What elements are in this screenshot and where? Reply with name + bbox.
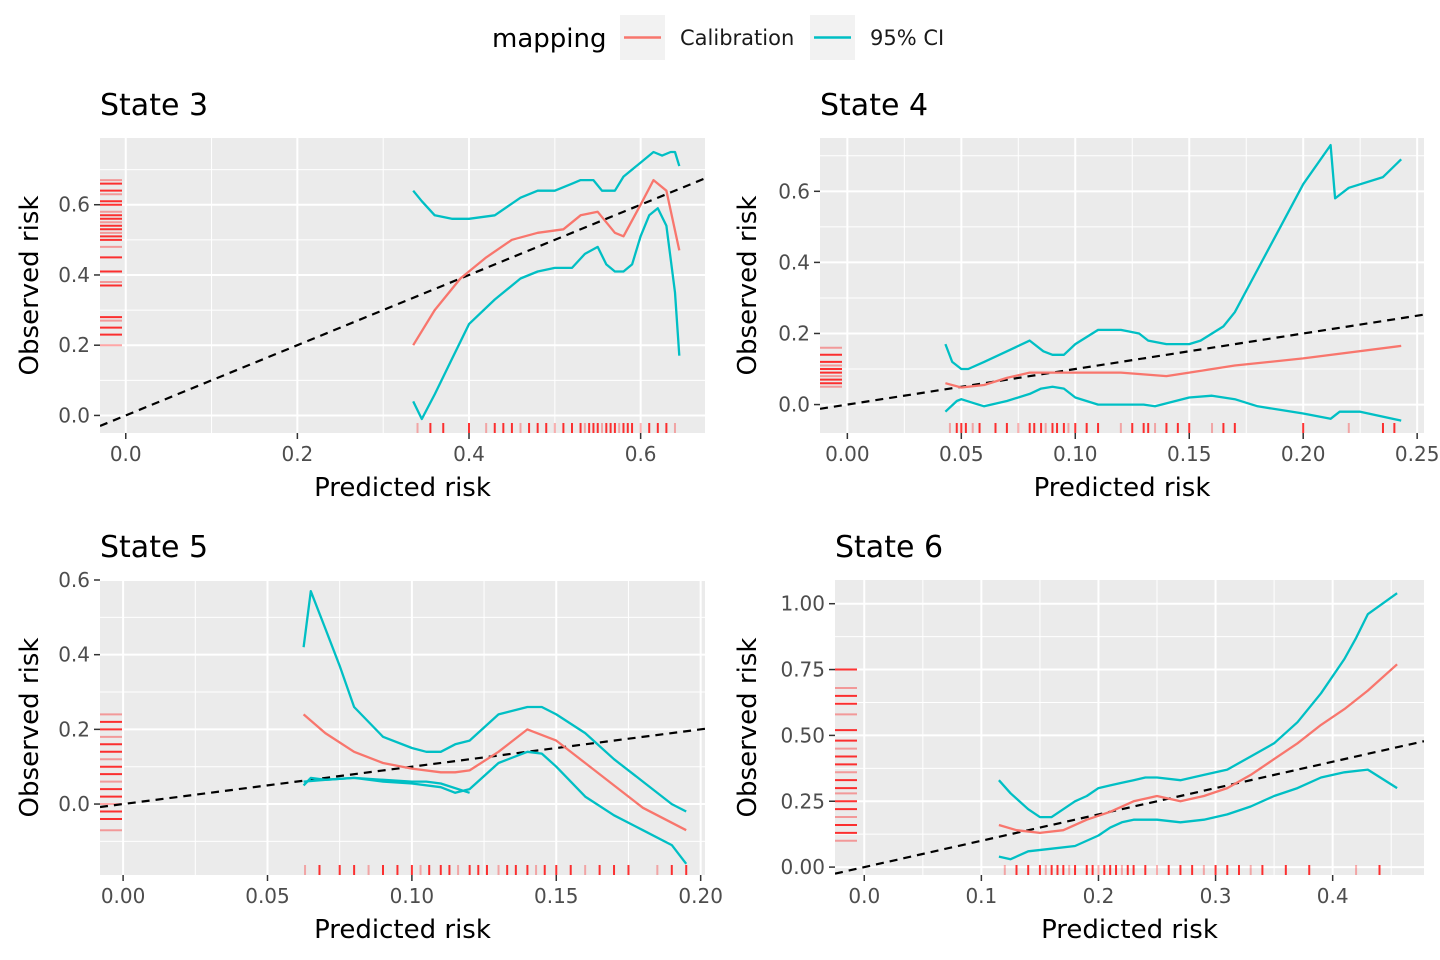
y-tick-label: 0.00 — [780, 855, 825, 879]
reference-line — [100, 177, 705, 427]
x-tick-label: 0.3 — [1200, 884, 1232, 908]
y-axis-title: Observed risk — [733, 196, 763, 376]
ci-line-1 — [998, 592, 1398, 819]
y-tick-label: 0.75 — [780, 658, 825, 682]
ci-line-1 — [412, 150, 681, 220]
ci-line-2 — [998, 768, 1398, 861]
y-tick-label: 0.25 — [780, 789, 825, 813]
facet-panels: 0.0 0.2 0.4 0.6 0.0 0.2 0.4 0.6 State 3 Predicted… — [15, 88, 1439, 945]
x-tick-label: 0.6 — [625, 442, 657, 466]
facet-panel-3: 0.00 0.05 0.10 0.15 0.20 0.0 0.2 0.4 0.6 State 5 P… — [15, 530, 723, 945]
calibration-line — [412, 178, 681, 346]
reference-line — [835, 740, 1424, 875]
ci-line-1 — [944, 143, 1403, 371]
x-tick-label: 0.0 — [110, 442, 142, 466]
legend: mapping Calibration 95% CI — [492, 15, 944, 60]
reference-line — [820, 313, 1424, 410]
x-tick-label: 0.20 — [678, 884, 723, 908]
y-tick-label: 0.2 — [58, 333, 90, 357]
x-tick-label: 0.0 — [848, 884, 880, 908]
y-tick-label: 1.00 — [780, 592, 825, 616]
plot-area — [820, 143, 1424, 433]
ci-line-2 — [944, 385, 1402, 422]
y-tick-label: 0.4 — [778, 250, 810, 274]
y-tick-label: 0.0 — [58, 792, 90, 816]
facet-panel-2: 0.00 0.05 0.10 0.15 0.20 0.25 0.0 0.2 0.4 0.6 Stat… — [733, 88, 1439, 503]
facet-panel-4: 0.0 0.1 0.2 0.3 0.4 0.00 0.25 0.50 0.75 1.00 State… — [733, 530, 1424, 945]
x-tick-label: 0.25 — [1395, 442, 1440, 466]
y-axis-title: Observed risk — [733, 638, 763, 818]
plot-area — [835, 592, 1424, 875]
calibration-line — [302, 713, 687, 832]
y-tick-label: 0.4 — [58, 643, 90, 667]
facet-panel-1: 0.0 0.2 0.4 0.6 0.0 0.2 0.4 0.6 State 3 Predicted… — [15, 88, 705, 503]
panel-background — [835, 580, 1424, 875]
x-tick-label: 0.20 — [1281, 442, 1326, 466]
x-tick-label: 0.00 — [101, 884, 146, 908]
x-axis-title: Predicted risk — [1041, 915, 1218, 945]
ci-line-3 — [303, 776, 470, 794]
y-axis-title: Observed risk — [15, 196, 45, 376]
y-tick-label: 0.6 — [58, 193, 90, 217]
panel-background — [100, 138, 705, 433]
x-axis-title: Predicted risk — [314, 915, 491, 945]
x-tick-label: 0.1 — [965, 884, 997, 908]
gridlines — [835, 580, 1424, 875]
y-tick-label: 0.2 — [778, 321, 810, 345]
x-tick-label: 0.15 — [534, 884, 579, 908]
panel-title: State 5 — [100, 530, 208, 565]
rug-y — [820, 346, 842, 388]
panel-background — [100, 580, 705, 875]
y-axis-title: Observed risk — [15, 638, 45, 818]
x-tick-label: 0.00 — [825, 442, 870, 466]
x-tick-label: 0.15 — [1167, 442, 1212, 466]
plot-area — [100, 590, 705, 875]
panel-title: State 6 — [835, 530, 943, 565]
x-tick-label: 0.4 — [1317, 884, 1349, 908]
rug-x — [304, 865, 688, 875]
x-tick-label: 0.10 — [1053, 442, 1098, 466]
gridlines — [820, 138, 1424, 433]
panel-title: State 3 — [100, 88, 208, 123]
rug-y — [835, 668, 857, 842]
x-tick-label: 0.10 — [390, 884, 435, 908]
calibration-line — [945, 344, 1402, 389]
panel-background — [820, 138, 1424, 433]
legend-label-ci: 95% CI — [870, 26, 944, 50]
x-tick-label: 0.2 — [281, 442, 313, 466]
rug-y — [100, 179, 122, 347]
ci-line-2 — [412, 207, 681, 421]
y-tick-label: 0.0 — [58, 403, 90, 427]
calibration-line — [998, 663, 1398, 835]
y-tick-label: 0.2 — [58, 717, 90, 741]
legend-label-calibration: Calibration — [680, 26, 794, 50]
x-tick-label: 0.05 — [245, 884, 290, 908]
panel-title: State 4 — [820, 88, 928, 123]
y-tick-label: 0.50 — [780, 723, 825, 747]
y-tick-label: 0.6 — [778, 179, 810, 203]
ci-line-1 — [302, 590, 687, 813]
legend-title: mapping — [492, 24, 606, 54]
rug-x — [1003, 865, 1381, 875]
y-tick-label: 0.6 — [58, 568, 90, 592]
x-tick-label: 0.4 — [453, 442, 485, 466]
rug-x — [948, 423, 1396, 433]
x-axis-title: Predicted risk — [1034, 473, 1211, 503]
reference-line — [100, 727, 705, 809]
y-tick-label: 0.4 — [58, 263, 90, 287]
x-tick-label: 0.05 — [939, 442, 984, 466]
x-axis-title: Predicted risk — [314, 473, 491, 503]
rug-x — [416, 423, 676, 433]
plot-area — [100, 150, 705, 433]
gridlines — [100, 138, 705, 433]
x-tick-label: 0.2 — [1083, 884, 1115, 908]
y-tick-label: 0.0 — [778, 393, 810, 417]
